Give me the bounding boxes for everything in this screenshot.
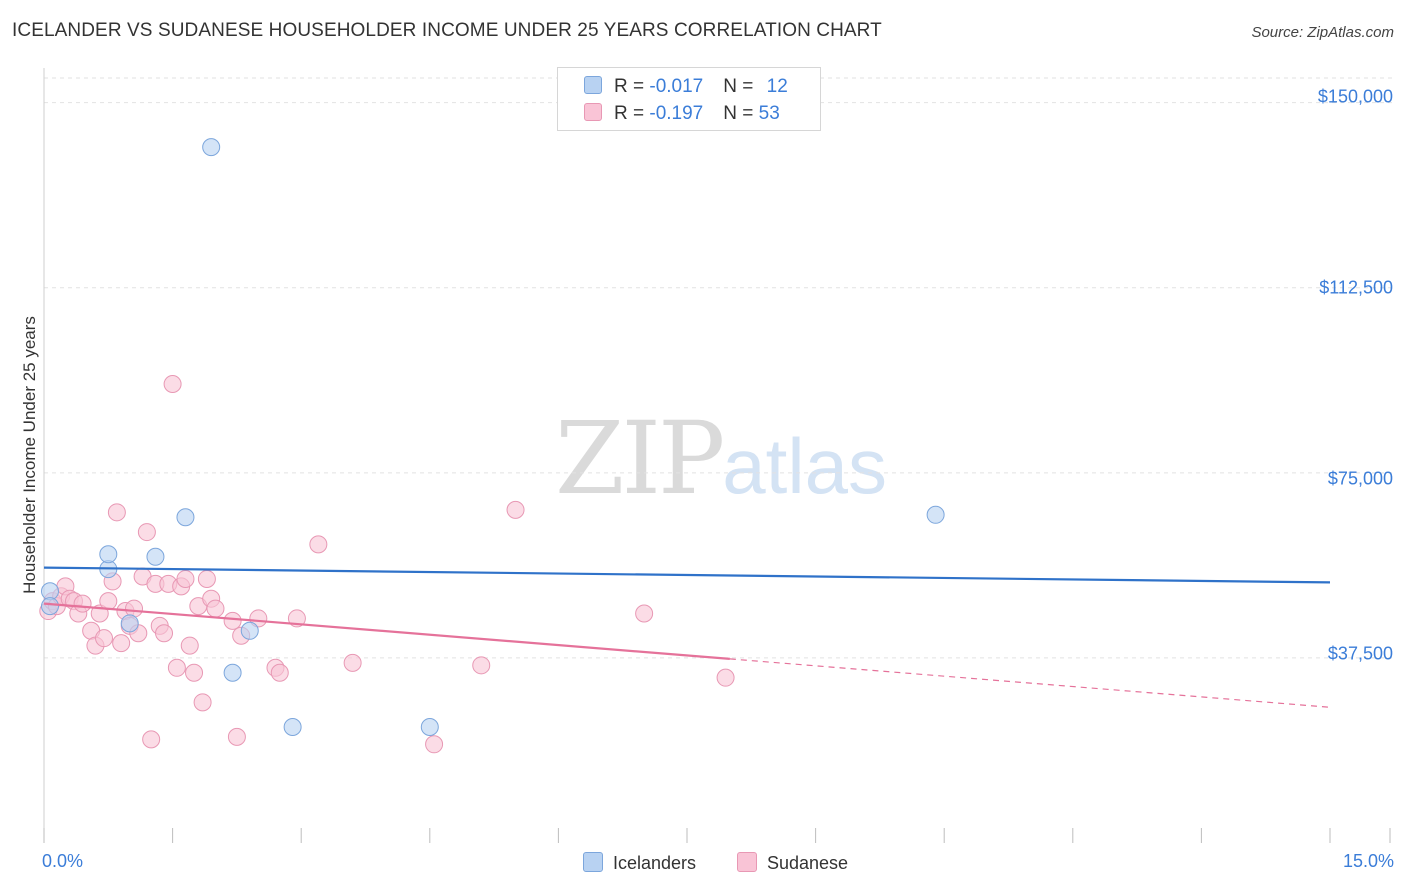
- icelanders-point: [420, 718, 439, 737]
- watermark-zip: ZIP: [555, 400, 725, 517]
- icelanders-point: [283, 718, 302, 737]
- sudanese-point: [176, 569, 195, 588]
- sudanese-swatch: [584, 103, 602, 121]
- legend-r-value: -0.197: [649, 103, 704, 124]
- x-tick-label-max: 15.0%: [1342, 851, 1394, 871]
- icelanders-point: [926, 505, 945, 524]
- legend-r-value: -0.017: [649, 76, 704, 97]
- sudanese-point: [163, 375, 182, 393]
- sudanese-point: [137, 523, 156, 542]
- sudanese-point: [249, 609, 268, 628]
- legend-r-label: R =: [614, 103, 650, 124]
- source-credit: Source: ZipAtlas.com: [1251, 24, 1394, 41]
- sudanese-trend-extension: [729, 658, 1331, 708]
- icelanders-point: [99, 545, 118, 564]
- x-tick-label-min: 0.0%: [42, 851, 84, 871]
- sudanese-legend-swatch: [737, 852, 757, 872]
- sudanese-point: [95, 629, 114, 648]
- icelanders-swatch: [584, 76, 602, 94]
- sudanese-point: [223, 611, 242, 630]
- sudanese-point: [309, 535, 328, 554]
- icelanders-point: [41, 597, 60, 616]
- legend-r-label: R =: [614, 76, 650, 97]
- correlation-legend: R = -0.017 N = 12 R = -0.197 N = 53: [557, 67, 821, 131]
- bottom-legend-sudanese: Sudanese: [737, 852, 848, 874]
- sudanese-point: [193, 693, 212, 712]
- sudanese-point: [206, 599, 225, 618]
- icelanders-point: [223, 663, 242, 682]
- sudanese-point: [425, 735, 444, 754]
- sudanese-point: [99, 592, 118, 611]
- legend-n-value: 53: [758, 103, 780, 124]
- watermark: ZIPatlas: [555, 400, 887, 517]
- y-tick-label: $37,500: [1327, 643, 1393, 664]
- icelanders-legend-label: Icelanders: [613, 853, 697, 873]
- bottom-legend-icelanders: Icelanders: [583, 852, 696, 874]
- y-tick-label: $75,000: [1327, 468, 1393, 489]
- icelanders-point: [202, 138, 221, 157]
- icelanders-point: [146, 547, 165, 566]
- sudanese-point: [270, 663, 289, 682]
- icelanders-point: [240, 621, 259, 640]
- sudanese-point: [142, 730, 161, 749]
- sudanese-point: [167, 658, 186, 677]
- legend-n-label: N =: [723, 103, 759, 124]
- sudanese-point: [125, 599, 144, 618]
- watermark-atlas: atlas: [722, 422, 888, 510]
- sudanese-point: [180, 636, 199, 655]
- legend-row-icelanders: R = -0.017 N = 12: [584, 76, 788, 98]
- y-axis-label: Householder Income Under 25 years: [20, 316, 39, 594]
- sudanese-point: [343, 653, 362, 672]
- icelanders-trend-line: [43, 566, 1331, 584]
- sudanese-point: [73, 594, 92, 613]
- legend-n-value: 12: [766, 76, 788, 97]
- icelanders-point: [120, 614, 139, 633]
- chart-title: ICELANDER VS SUDANESE HOUSEHOLDER INCOME…: [12, 20, 882, 41]
- sudanese-point: [506, 500, 525, 519]
- sudanese-point: [185, 663, 204, 682]
- sudanese-point: [107, 503, 126, 522]
- sudanese-point: [112, 634, 131, 653]
- sudanese-point: [155, 624, 174, 643]
- sudanese-point: [197, 569, 216, 588]
- y-tick-label: $112,500: [1319, 277, 1393, 298]
- legend-n-label: N =: [723, 76, 759, 97]
- sudanese-point: [227, 727, 246, 746]
- icelanders-point: [176, 508, 195, 527]
- sudanese-point: [472, 656, 491, 675]
- sudanese-point: [635, 604, 654, 623]
- sudanese-point: [716, 668, 735, 687]
- legend-row-sudanese: R = -0.197 N = 53: [584, 103, 780, 125]
- icelanders-legend-swatch: [583, 852, 603, 872]
- sudanese-trend-line: [43, 602, 730, 661]
- sudanese-legend-label: Sudanese: [767, 853, 849, 873]
- y-tick-label: $150,000: [1317, 86, 1393, 107]
